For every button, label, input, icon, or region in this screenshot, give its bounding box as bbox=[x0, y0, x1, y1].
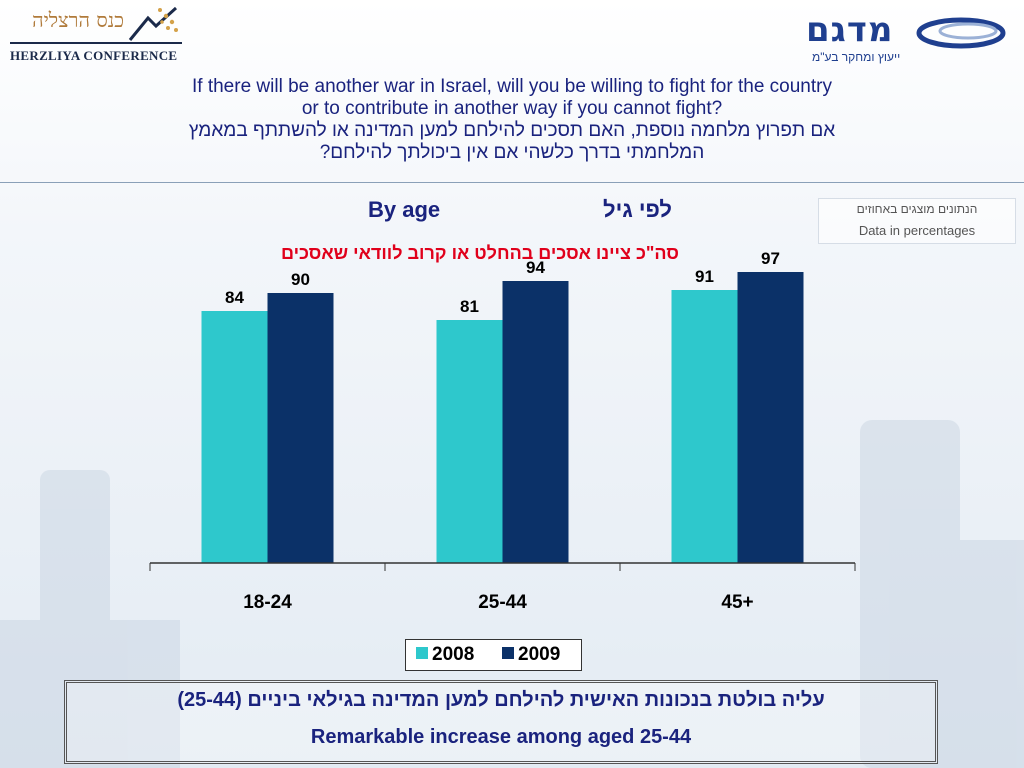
chart-title-hebrew: לפי גיל bbox=[603, 197, 672, 222]
survey-question: If there will be another war in Israel, … bbox=[60, 76, 964, 164]
bar-2008-18-24 bbox=[201, 311, 268, 563]
summary-hebrew: עליה בולטת בנכונות האישית להילחם למען המ… bbox=[177, 689, 825, 711]
legend-swatch-2008 bbox=[416, 646, 428, 659]
data-label-2009-25-44: 94 bbox=[526, 258, 545, 277]
logo-mark-icon bbox=[128, 6, 178, 41]
data-label-2009-45+: 97 bbox=[761, 249, 780, 268]
chart-heading: By age לפי גיל bbox=[360, 197, 680, 227]
x-tick-label-45+: 45+ bbox=[721, 592, 753, 613]
midgam-logo: מדגם ייעוץ ומחקר בע"מ bbox=[806, 10, 1006, 66]
legend-swatch-2009 bbox=[502, 646, 514, 659]
question-hebrew-line1: אם תפרוץ מלחמה נוספת, האם תסכים להילחם ל… bbox=[188, 120, 836, 141]
summary-box: עליה בולטת בנכונות האישית להילחם למען המ… bbox=[64, 680, 938, 764]
data-label-2009-18-24: 90 bbox=[291, 270, 310, 289]
legend-label-2008: 2008 bbox=[432, 644, 475, 665]
data-label-2008-25-44: 81 bbox=[460, 297, 479, 316]
legend-item-2009: 2009 bbox=[502, 644, 560, 666]
logo-hebrew-text: כנס הרצליה bbox=[32, 8, 124, 32]
question-hebrew-line2: המלחמתי בדרך כלשהי אם אין ביכולתך להילחם… bbox=[319, 142, 705, 163]
logo-swoosh-icon bbox=[916, 17, 1006, 49]
data-note: הנתונים מוצגים באחוזים Data in percentag… bbox=[818, 198, 1016, 244]
data-label-2008-18-24: 84 bbox=[225, 288, 244, 307]
bar-2009-45+ bbox=[737, 272, 804, 563]
bar-2008-25-44 bbox=[436, 320, 503, 563]
logo-tagline: ייעוץ ומחקר בע"מ bbox=[812, 50, 901, 64]
question-english-line1: If there will be another war in Israel, … bbox=[192, 76, 832, 97]
data-label-2008-45+: 91 bbox=[695, 267, 714, 286]
bar-2008-45+ bbox=[671, 290, 738, 563]
note-english: Data in percentages bbox=[858, 223, 976, 238]
chart-subtitle: סה"כ ציינו אסכים בהחלט או קרוב לוודאי שא… bbox=[280, 243, 679, 263]
chart-title-english: By age bbox=[368, 197, 441, 222]
x-tick-label-25-44: 25-44 bbox=[478, 592, 527, 613]
bar-2009-25-44 bbox=[502, 281, 569, 563]
logo-english-text: HERZLIYA CONFERENCE bbox=[10, 48, 178, 63]
question-english-line2: or to contribute in another way if you c… bbox=[301, 98, 723, 119]
chart-legend: 2008 2009 bbox=[405, 639, 582, 671]
x-tick-label-18-24: 18-24 bbox=[243, 592, 292, 613]
bar-2009-18-24 bbox=[267, 293, 334, 563]
summary-english: Remarkable increase among aged 25-44 bbox=[310, 726, 692, 748]
legend-item-2008: 2008 bbox=[416, 644, 474, 666]
herzliya-conference-logo: כנס הרצליה HERZLIYA CONFERENCE bbox=[6, 4, 184, 64]
logo-rule bbox=[10, 42, 182, 44]
legend-label-2009: 2009 bbox=[518, 644, 561, 665]
logo-name: מדגם bbox=[806, 10, 894, 50]
header-divider bbox=[0, 182, 1024, 183]
note-hebrew: הנתונים מוצגים באחוזים bbox=[856, 202, 978, 216]
